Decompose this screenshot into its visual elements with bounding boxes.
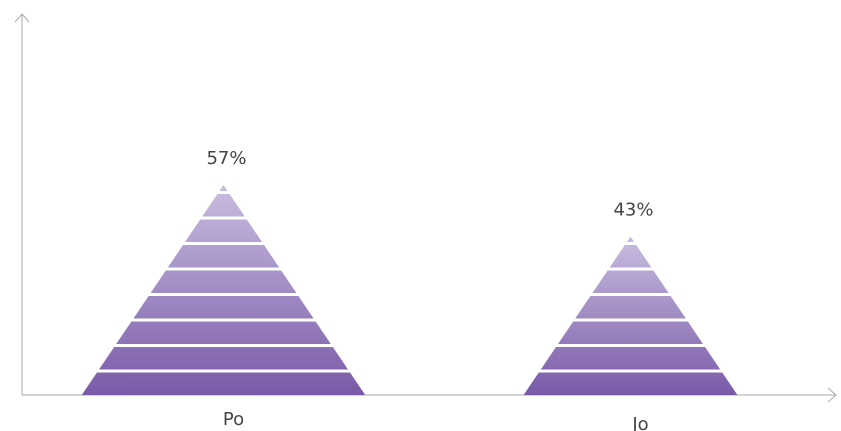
y-axis-arrow: [14, 13, 30, 23]
value-label: 57%: [206, 148, 246, 169]
x-axis-arrow: [827, 387, 837, 403]
value-label: 43%: [613, 200, 653, 221]
pyramid-bar: [523, 236, 738, 395]
pyramid-bar: [81, 185, 366, 395]
x-tick-label: Jo: [631, 414, 648, 431]
x-tick-label: Po: [223, 409, 244, 430]
